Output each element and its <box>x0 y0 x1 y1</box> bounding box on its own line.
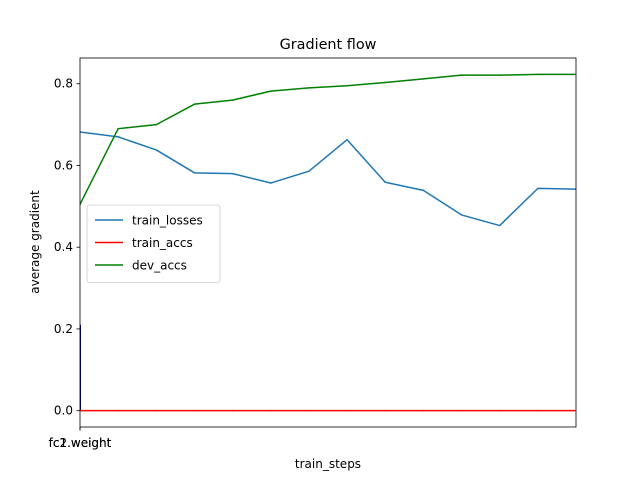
data-point-dev_accs-7 <box>346 85 348 87</box>
plot-area <box>80 73 576 412</box>
data-point-train_accs-11 <box>498 409 501 412</box>
series-line-dev_accs <box>80 73 576 206</box>
legend: train_losses train_accs dev_accs <box>86 204 221 283</box>
data-point-train_accs-3 <box>193 409 196 412</box>
data-point-train_accs-12 <box>537 409 539 412</box>
data-point-dev_accs-11 <box>498 74 501 76</box>
axes-frame <box>79 57 577 428</box>
data-point-dev_accs-1 <box>117 127 119 130</box>
chart-title: Gradient flow <box>280 37 377 53</box>
data-point-train_losses-2 <box>155 149 158 151</box>
data-point-dev_accs-6 <box>308 87 310 89</box>
data-point-train_accs-10 <box>460 409 463 412</box>
data-point-dev_accs-12 <box>537 73 539 76</box>
data-point-train_losses-12 <box>537 187 539 190</box>
data-point-train_accs-9 <box>422 409 425 412</box>
data-point-train_accs-2 <box>155 409 158 412</box>
data-point-train_losses-6 <box>308 170 310 172</box>
data-point-train_losses-11 <box>498 224 501 227</box>
legend-label-train_losses: train_losses <box>132 214 203 228</box>
data-point-train_accs-6 <box>308 409 310 412</box>
legend-box <box>86 204 221 283</box>
data-point-train_losses-3 <box>193 172 196 174</box>
data-point-train_losses-9 <box>422 189 425 192</box>
y-tick-label-2: 0.4 <box>54 240 73 254</box>
y-tick-label-3: 0.6 <box>54 158 73 172</box>
data-point-train_losses-10 <box>460 214 463 216</box>
data-point-train_losses-7 <box>346 138 348 141</box>
data-point-dev_accs-3 <box>193 103 196 105</box>
y-tick-label-0: 0.0 <box>54 404 73 418</box>
x-tick-label-fc2.weight: fc2.weight <box>49 436 112 450</box>
legend-label-train_accs: train_accs <box>132 236 193 250</box>
y-tick-label-4: 0.8 <box>54 77 73 91</box>
gradient-bar-1 <box>80 324 81 411</box>
plot-content <box>80 73 576 412</box>
data-point-dev_accs-10 <box>460 74 463 76</box>
data-point-dev_accs-9 <box>422 78 425 80</box>
data-point-train_accs-7 <box>346 409 348 412</box>
data-point-train_losses-4 <box>231 172 234 175</box>
y-tick-label-1: 0.2 <box>54 322 73 336</box>
data-point-train_losses-8 <box>384 181 386 183</box>
x-axis-label: train_steps <box>295 457 361 471</box>
data-point-train_losses-5 <box>270 182 272 184</box>
data-point-train_accs-4 <box>231 409 234 412</box>
data-point-dev_accs-8 <box>384 81 386 84</box>
data-point-train_accs-1 <box>117 409 119 412</box>
data-point-train_accs-5 <box>270 409 272 412</box>
data-point-dev_accs-5 <box>270 90 272 92</box>
data-point-train_accs-8 <box>384 409 386 412</box>
series-line-train_losses <box>80 131 576 227</box>
data-point-train_losses-1 <box>117 136 119 138</box>
y-axis-label: average gradient <box>28 190 42 294</box>
data-point-dev_accs-4 <box>231 99 234 101</box>
data-point-dev_accs-2 <box>155 123 158 126</box>
legend-label-dev_accs: dev_accs <box>132 259 187 273</box>
x-tick-label-fc1.weight: fc1.weight <box>49 436 112 450</box>
